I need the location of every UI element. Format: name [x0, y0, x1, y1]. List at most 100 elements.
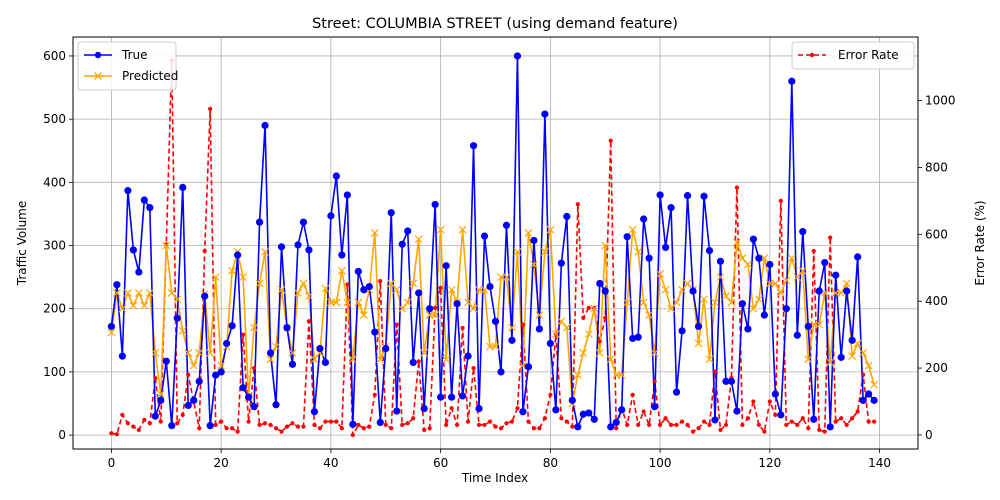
error-rate-point [658, 422, 663, 428]
predicted-point [370, 228, 379, 237]
predicted-point [798, 266, 807, 275]
true-point [683, 192, 692, 200]
error-rate-point [734, 185, 740, 190]
series-markers [107, 52, 879, 438]
error-rate-point [509, 419, 515, 424]
true-point [788, 77, 796, 85]
legend-right-box [791, 41, 915, 70]
error-rate-point [142, 417, 147, 423]
true-point [782, 305, 790, 313]
error-rate-point [707, 422, 712, 428]
predicted-point [162, 241, 171, 250]
true-point [629, 334, 637, 343]
true-point [601, 287, 609, 295]
true-point [365, 283, 373, 291]
y-tick-label: 400 [43, 175, 66, 189]
error-rate-point [444, 422, 449, 428]
error-rate-point [767, 399, 772, 404]
error-rate-point [498, 426, 504, 431]
error-rate-point [723, 422, 729, 428]
predicted-point [738, 254, 747, 263]
predicted-point [442, 355, 451, 364]
error-rate-point [581, 315, 586, 321]
legend-error-marker [809, 52, 815, 58]
error-rate-point [471, 365, 476, 371]
true-point [563, 212, 571, 221]
legend-predicted-marker [94, 72, 102, 80]
y-axis-label: Traffic Volume [15, 201, 29, 287]
predicted-point [255, 279, 264, 288]
predicted-point [815, 320, 824, 329]
true-point [722, 377, 730, 385]
true-point [804, 322, 812, 331]
y-tick-label: 100 [43, 365, 66, 379]
predicted-point [672, 298, 681, 307]
error-rate-point [372, 392, 377, 397]
error-rate-point [158, 419, 163, 424]
predicted-point [562, 323, 571, 332]
error-rate-point [290, 421, 295, 426]
predicted-point [776, 288, 785, 297]
true-point [113, 281, 121, 289]
true-point [409, 358, 417, 367]
predicted-point [502, 273, 511, 282]
true-point [448, 393, 456, 401]
predicted-point [683, 279, 692, 288]
predicted-point [414, 235, 423, 244]
error-rate-point [131, 424, 136, 429]
predicted-point [173, 295, 182, 304]
error-rate-point [537, 426, 542, 431]
error-rate-point [262, 421, 268, 426]
y2-tick-label: 1000 [925, 94, 956, 108]
legend-true-label: True [121, 48, 148, 62]
predicted-point [189, 361, 198, 370]
error-rate-point [405, 421, 410, 426]
predicted-point [272, 342, 280, 351]
predicted-point [123, 288, 132, 297]
true-point [530, 236, 538, 245]
predicted-point [354, 298, 363, 307]
y-axis-ticks: 0 100 200 300 400 500 600 [43, 49, 73, 442]
true-point [398, 240, 406, 248]
true-point [234, 251, 242, 259]
error-rate-point [745, 416, 751, 421]
true-point [645, 254, 653, 262]
y-tick-label: 0 [58, 428, 66, 442]
true-point [387, 209, 395, 217]
predicted-point [107, 328, 116, 337]
predicted-point [700, 295, 708, 304]
predicted-point [754, 295, 763, 304]
error-rate-point [652, 379, 657, 384]
true-point [535, 325, 543, 333]
predicted-point [733, 238, 741, 247]
true-point [848, 336, 856, 344]
y2-axis-label: Error Rate (%) [973, 200, 987, 285]
true-point [157, 396, 165, 404]
predicted-point [178, 326, 187, 335]
plot-frame [72, 36, 919, 450]
true-point [107, 322, 116, 331]
true-point [815, 287, 823, 295]
true-point [316, 344, 324, 353]
predicted-point [529, 260, 538, 269]
error-rate-point [795, 422, 800, 428]
legend-right: Error Rate [791, 41, 915, 70]
x-tick-label: 100 [649, 456, 672, 470]
error-rate-point [301, 424, 306, 429]
true-point [266, 349, 275, 357]
true-point [623, 233, 631, 241]
predicted-point [645, 311, 654, 319]
error-rate-point [696, 426, 701, 431]
true-point [661, 243, 670, 252]
error-rate-point [235, 429, 240, 434]
error-rate-point [180, 412, 185, 417]
predicted-point [387, 279, 396, 288]
predicted-point [277, 285, 286, 294]
predicted-point [678, 285, 686, 294]
error-rate-point [465, 419, 471, 424]
predicted-point [760, 254, 769, 263]
true-point [255, 218, 264, 226]
error-rate-point [109, 431, 114, 436]
predicted-point [398, 304, 407, 313]
true-point [475, 404, 483, 413]
